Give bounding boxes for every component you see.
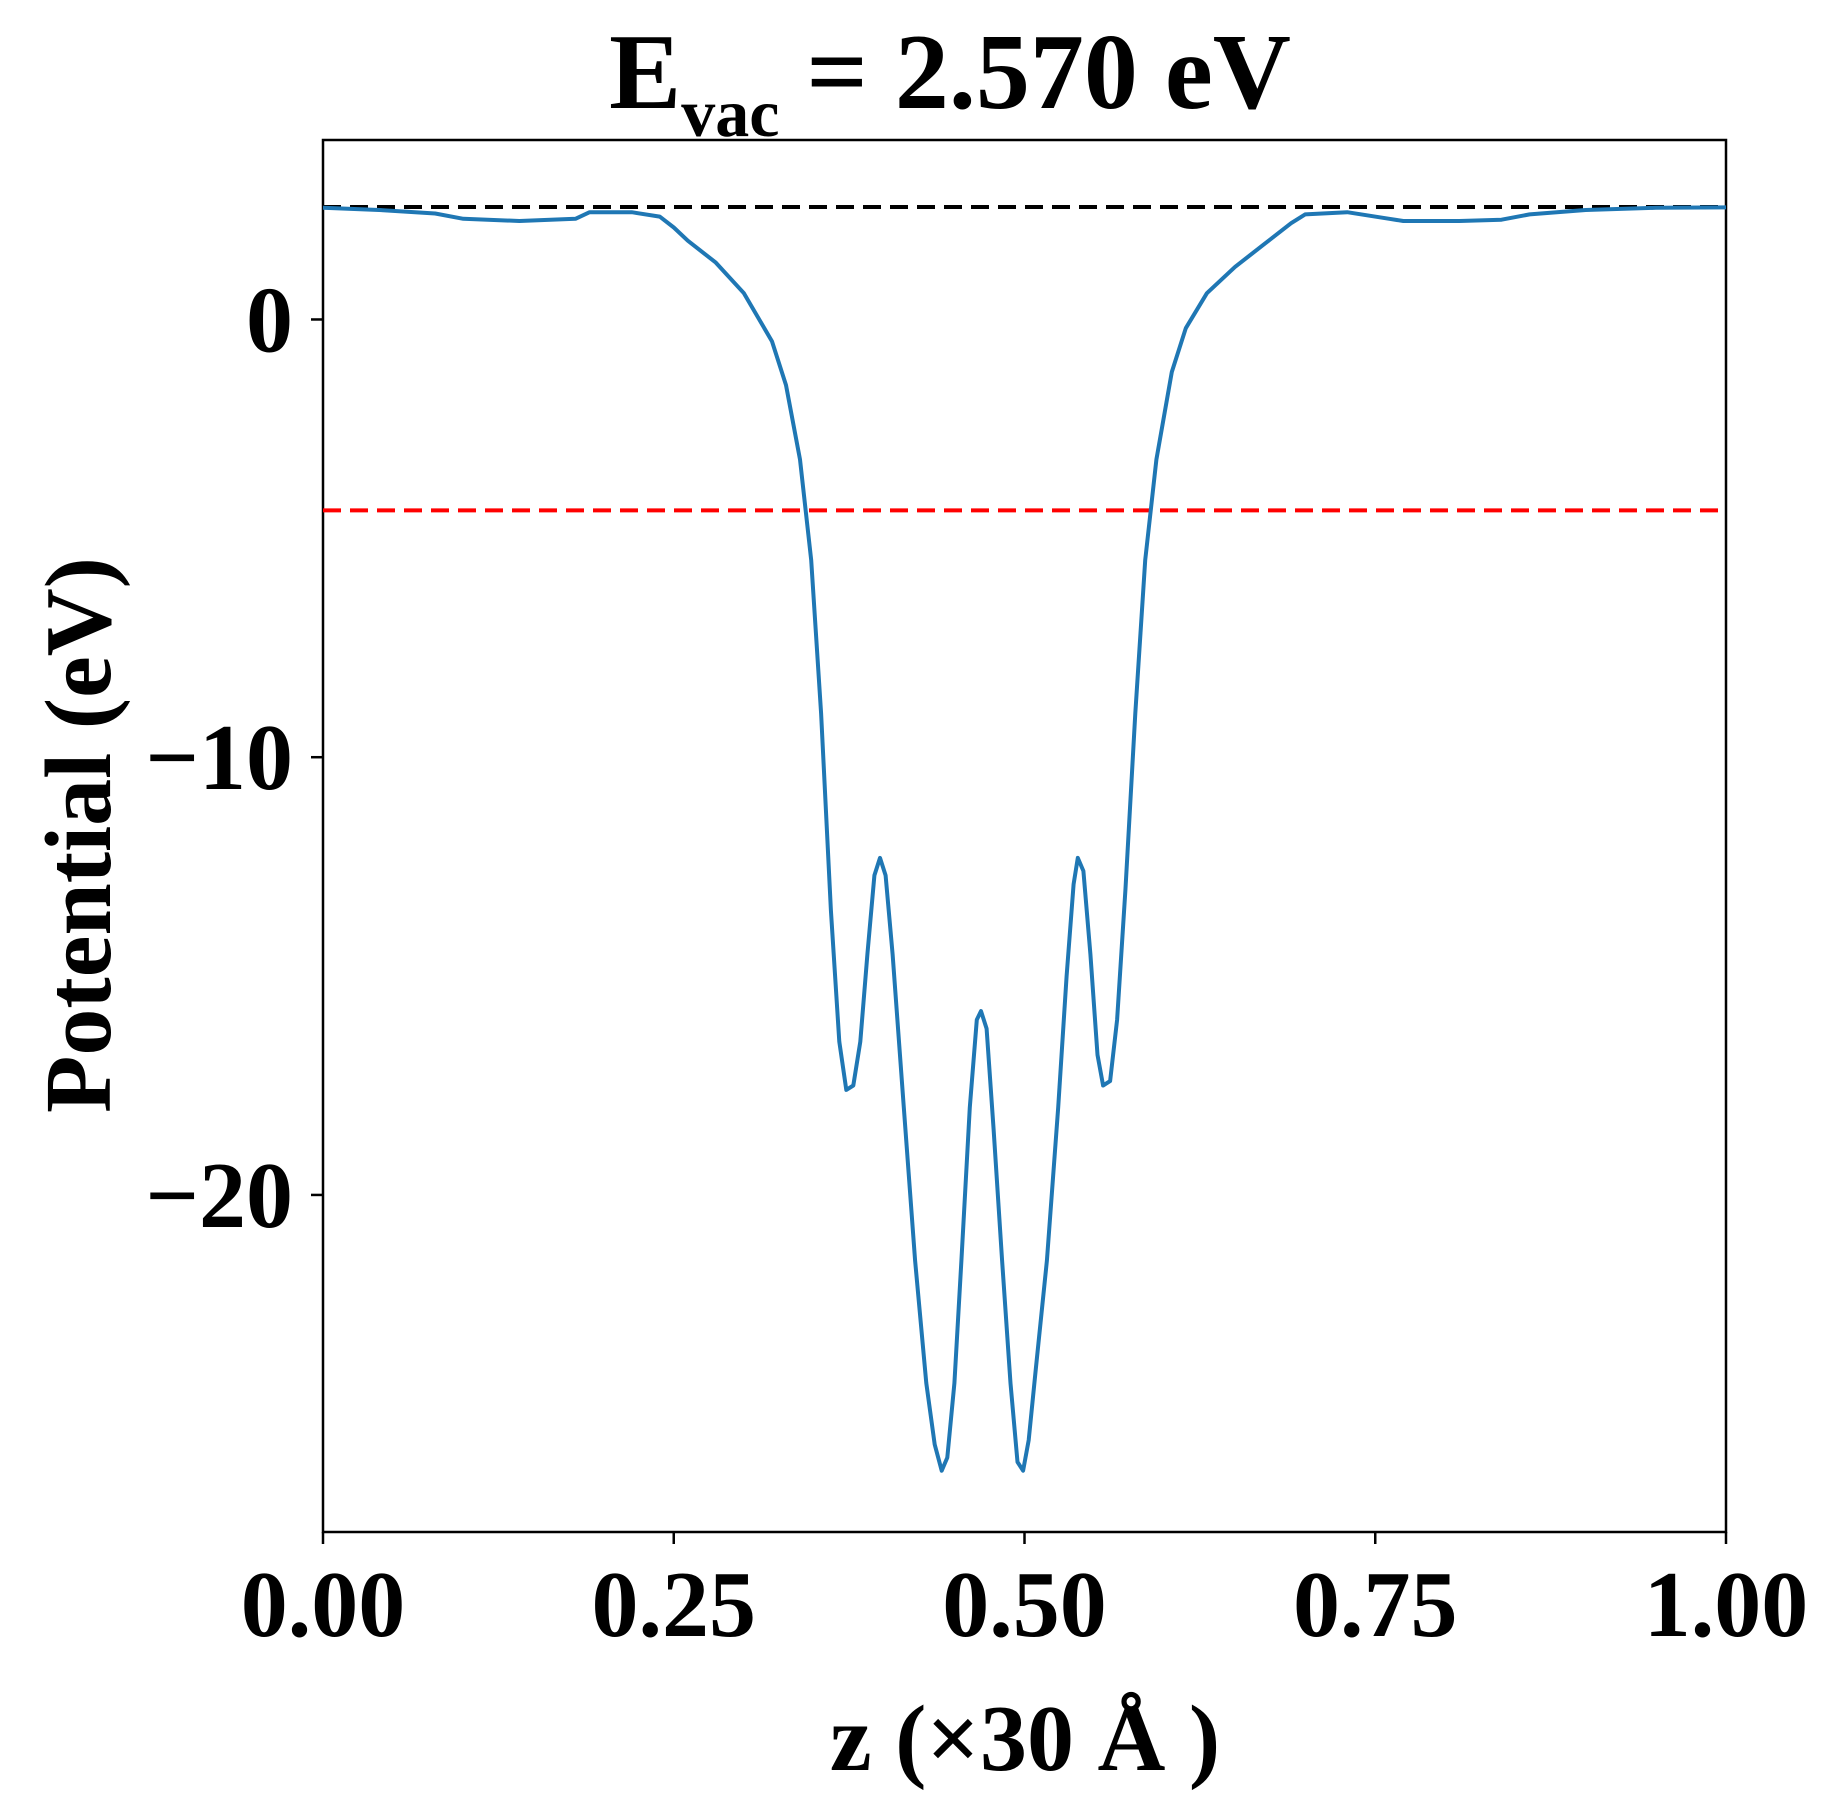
reference-lines (323, 204, 1726, 513)
x-tick-label: 0.25 (592, 1553, 757, 1657)
x-axis-label: z (×30 Å ) (830, 1687, 1220, 1791)
chart-title: Evac = 2.570 eV (609, 13, 1291, 151)
title-subscript: vac (681, 75, 779, 151)
y-axis-ticks: 0 −10 −20 (145, 268, 323, 1248)
y-tick-label: −10 (145, 706, 293, 810)
x-tick-label: 1.00 (1644, 1553, 1809, 1657)
x-tick-label: 0.50 (942, 1553, 1107, 1657)
plot-frame (321, 138, 1728, 1534)
y-tick-label: 0 (246, 268, 293, 372)
title-prefix: E (609, 13, 681, 132)
series-line-0 (322, 205, 1727, 1473)
x-tick-label: 0.00 (241, 1553, 406, 1657)
x-axis-ticks: 0.00 0.25 0.50 0.75 1.00 (241, 1532, 1809, 1657)
title-suffix: = 2.570 eV (779, 13, 1290, 132)
y-axis-label: Potential (eV) (27, 557, 131, 1113)
y-tick-label: −20 (145, 1144, 293, 1248)
series-layer (322, 205, 1727, 1473)
x-tick-label: 0.75 (1293, 1553, 1458, 1657)
